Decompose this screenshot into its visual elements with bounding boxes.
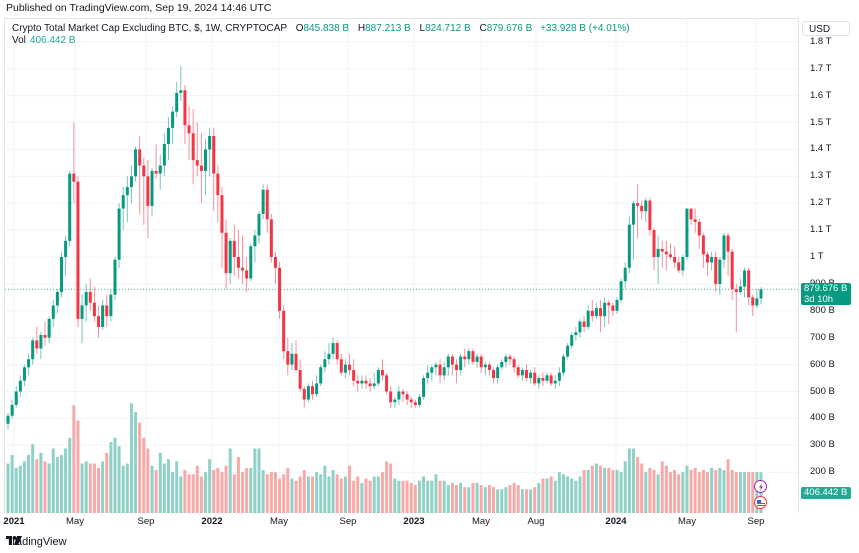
time-tick-label: May (472, 516, 490, 527)
time-tick-label: 2023 (403, 516, 425, 527)
price-tick-label: 300 B (810, 439, 835, 451)
price-tick-label: 200 B (810, 466, 835, 478)
price-tick-label: 1 T (810, 251, 824, 262)
volume-legend: Vol 406.442 B (12, 35, 76, 46)
price-tick-label: 800 B (810, 304, 835, 316)
close-value: 879.676 B (486, 23, 533, 34)
time-tick-label: 2024 (605, 516, 627, 527)
time-tick-label: May (66, 516, 84, 527)
time-tick-label: May (270, 516, 288, 527)
bar-countdown: 3d 10h (804, 293, 834, 305)
price-tick-label: 600 B (810, 358, 835, 370)
published-notice: Published on TradingView.com, Sep 19, 20… (6, 2, 272, 14)
time-tick-label: 2022 (201, 516, 223, 527)
price-tick-label: 1.6 T (810, 89, 832, 101)
time-tick-label: 2021 (3, 516, 25, 527)
us-flag-event-icon[interactable] (754, 496, 767, 509)
price-tick-label: 1.7 T (810, 62, 832, 74)
volume-value: 406.442 B (29, 35, 76, 46)
price-tick-label: 1.3 T (810, 170, 832, 182)
low-value: 824.712 B (425, 23, 471, 34)
price-tick-label: 700 B (810, 331, 835, 343)
price-tick-label: 1.4 T (810, 143, 832, 155)
volume-tag: 406.442 B (801, 487, 851, 499)
price-tick-label: 1.5 T (810, 116, 832, 128)
time-tick-label: Sep (747, 516, 765, 527)
open-value: 845.838 B (303, 23, 350, 34)
currency-button[interactable]: USD (802, 21, 850, 36)
change-value: +33.928 B (+4.01%) (540, 23, 630, 34)
last-price-tag: 879.676 B 3d 10h (801, 283, 851, 305)
time-tick-label: Aug (527, 516, 545, 527)
price-tick-label: 1.8 T (810, 35, 832, 47)
time-tick-label: Sep (137, 516, 155, 527)
tradingview-logo[interactable]: TradingView (6, 536, 67, 548)
lightning-event-icon[interactable] (754, 480, 767, 493)
symbol-legend: Crypto Total Market Cap Excluding BTC, $… (12, 23, 630, 34)
tradingview-logo-icon (6, 536, 22, 545)
price-axis[interactable] (798, 18, 859, 513)
price-tick-label: 1.1 T (810, 224, 832, 236)
price-tick-label: 500 B (810, 385, 835, 397)
price-tick-label: 400 B (810, 412, 835, 424)
price-tick-label: 1.2 T (810, 197, 832, 209)
high-value: 887.213 B (365, 23, 411, 34)
symbol-title: Crypto Total Market Cap Excluding BTC, $… (12, 23, 287, 34)
chart-frame (4, 18, 856, 514)
time-tick-label: May (678, 516, 696, 527)
time-tick-label: Sep (339, 516, 357, 527)
